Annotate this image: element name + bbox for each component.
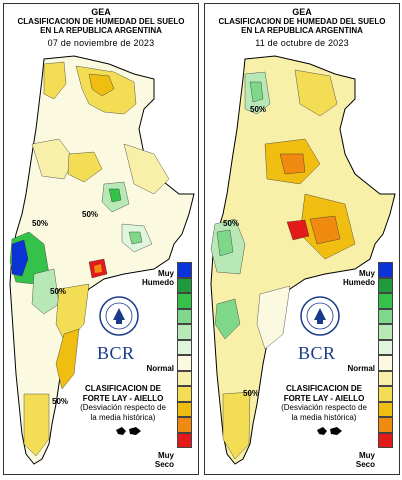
method-note: CLASIFICACION DE FORTE LAY - AIELLO (Des…	[68, 384, 178, 422]
contour-label-50: 50%	[223, 219, 239, 228]
color-legend	[378, 262, 393, 448]
org-title: GEA	[91, 7, 111, 17]
contour-label-50: 50%	[50, 287, 66, 296]
legend-swatch	[177, 293, 192, 309]
bcr-logo-text: BCR	[97, 343, 135, 363]
bcr-logo-text: BCR	[298, 343, 336, 363]
legend-seco-label: Muy Seco	[355, 451, 375, 469]
legend-swatch	[177, 370, 192, 386]
legend-swatch	[177, 401, 192, 417]
legend-swatch	[378, 417, 393, 433]
legend-swatch	[177, 417, 192, 433]
legend-swatch	[378, 386, 393, 402]
legend-humid-label: Muy Humedo	[343, 269, 375, 287]
legend-swatch	[378, 324, 393, 340]
method-line1: CLASIFICACION DE	[85, 384, 161, 393]
legend-humid-label: Muy Humedo	[142, 269, 174, 287]
legend-swatch	[378, 339, 393, 355]
contour-label-50: 50%	[82, 210, 98, 219]
falkland-islands-icon	[116, 427, 141, 435]
soil-moisture-map-right: 50% 50% 50%	[210, 55, 396, 465]
map-title-line2: EN LA REPUBLICA ARGENTINA	[241, 26, 363, 35]
legend-swatch	[378, 277, 393, 293]
legend-swatch	[378, 401, 393, 417]
map-panel-right: 50% 50% 50% GEA CLASIFICACION DE HUMEDAD…	[204, 3, 400, 475]
color-legend	[177, 262, 192, 448]
legend-swatch	[177, 355, 192, 371]
map-title-line2: EN LA REPUBLICA ARGENTINA	[40, 26, 162, 35]
contour-label-50: 50%	[52, 397, 68, 406]
map-title-line1: CLASIFICACION DE HUMEDAD DEL SUELO	[218, 17, 386, 26]
contour-label-50: 50%	[250, 105, 266, 114]
falkland-islands-icon	[317, 427, 342, 435]
map-date: 11 de octubre de 2023	[255, 38, 349, 48]
soil-moisture-map-left: 50% 50% 50% 50%	[9, 55, 195, 465]
method-line3: (Desviación respecto de	[281, 403, 367, 412]
map-panel-left: 50% 50% 50% 50% GEA CLASIFICACION DE HUM…	[3, 3, 199, 475]
org-title: GEA	[292, 7, 312, 17]
contour-label-50: 50%	[32, 219, 48, 228]
legend-swatch	[177, 339, 192, 355]
legend-normal-label: Normal	[146, 364, 174, 373]
legend-normal-label: Normal	[347, 364, 375, 373]
method-line2: FORTE LAY - AIELLO	[82, 393, 164, 403]
legend-swatch	[177, 308, 192, 324]
legend-swatch	[378, 293, 393, 309]
method-line4: la media histórica)	[291, 412, 357, 422]
legend-swatch	[177, 277, 192, 293]
map-title-line1: CLASIFICACION DE HUMEDAD DEL SUELO	[17, 17, 185, 26]
legend-seco-label: Muy Seco	[154, 451, 174, 469]
legend-swatch	[378, 370, 393, 386]
method-line4: la media histórica)	[90, 412, 156, 422]
contour-label-50: 50%	[243, 389, 259, 398]
method-note: CLASIFICACION DE FORTE LAY - AIELLO (Des…	[269, 384, 379, 422]
method-line1: CLASIFICACION DE	[286, 384, 362, 393]
method-line3: (Desviación respecto de	[80, 403, 166, 412]
legend-swatch	[177, 432, 192, 448]
legend-swatch	[378, 308, 393, 324]
legend-swatch	[177, 324, 192, 340]
legend-swatch	[177, 386, 192, 402]
legend-swatch	[378, 432, 393, 448]
bcr-seal-icon	[300, 296, 340, 336]
legend-swatch	[378, 355, 393, 371]
legend-swatch	[378, 262, 393, 278]
bcr-seal-icon	[99, 296, 139, 336]
method-line2: FORTE LAY - AIELLO	[283, 393, 365, 403]
legend-swatch	[177, 262, 192, 278]
map-date: 07 de noviembre de 2023	[47, 38, 155, 48]
